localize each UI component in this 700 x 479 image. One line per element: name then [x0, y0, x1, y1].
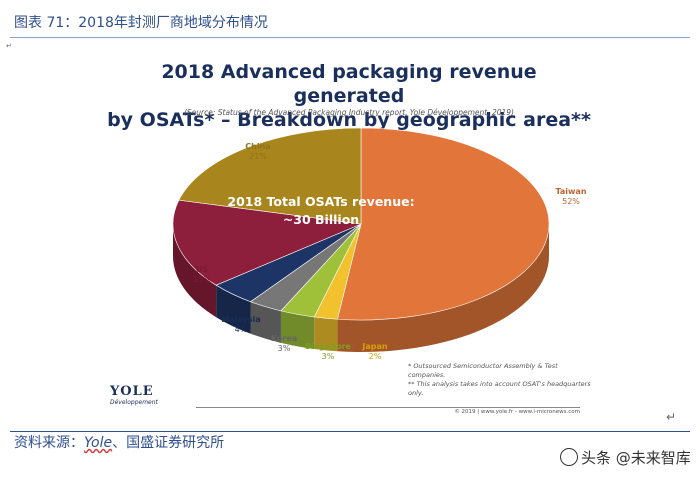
pie-slice-taiwan — [337, 127, 550, 321]
center-label-line2: ~30 Billion — [283, 212, 359, 227]
center-label-line1: 2018 Total OSATs revenue: — [227, 194, 414, 209]
pie-chart: Taiwan52%Japan2%Singapore3%Korea3%Malays… — [172, 127, 587, 361]
slide-footer-divider — [196, 407, 580, 408]
source-line: 资料来源：Yole、国盛证券研究所 — [14, 432, 224, 452]
source-rest: 、国盛证券研究所 — [112, 435, 225, 451]
pie-side-korea — [250, 301, 281, 343]
slice-value-singapore: 3% — [322, 352, 335, 361]
logo-name: YOLE — [110, 384, 154, 399]
slice-value-china: 21% — [249, 152, 267, 161]
chart-slide: 2018 Advanced packaging revenue generate… — [106, 44, 592, 420]
footnote-osat: * Outsourced Semiconductor Assembly & Te… — [408, 362, 558, 379]
paragraph-mark-2: ↵ — [666, 410, 677, 424]
slice-label-singapore: Singapore — [305, 342, 351, 351]
pie-side-taiwan — [337, 224, 549, 352]
pie-side-malaysia — [216, 285, 251, 334]
slice-value-us: 15% — [193, 275, 211, 284]
slice-label-malaysia: Malaysia — [221, 315, 260, 324]
chart-source-note: (Source: Status of the Advanced Packagin… — [184, 108, 514, 117]
slide-footer: © 2019 | www.yole.fr - www.i-micronews.c… — [454, 409, 580, 415]
chart-title-line1: 2018 Advanced packaging revenue generate… — [161, 61, 537, 107]
slice-value-japan: 2% — [369, 352, 382, 361]
slice-label-japan: Japan — [361, 342, 388, 351]
watermark-text: 头条 @未来智库 — [581, 449, 691, 467]
logo-sub: Développement — [110, 399, 158, 406]
slice-label-us: US — [196, 265, 208, 274]
source-divider — [10, 431, 690, 432]
caption-divider — [10, 37, 690, 38]
slice-value-korea: 3% — [278, 344, 291, 353]
slice-label-taiwan: Taiwan — [555, 187, 586, 196]
paragraph-mark: ↵ — [6, 42, 12, 50]
pie-side-japan — [314, 316, 338, 352]
figure-caption: 图表 71：2018年封测厂商地域分布情况 — [14, 15, 268, 31]
source-yole: Yole — [84, 435, 113, 451]
yole-logo: YOLE Développement — [110, 384, 158, 406]
watermark-icon — [560, 448, 578, 466]
slice-label-china: China — [245, 142, 270, 151]
pie-slice-china — [178, 127, 362, 225]
pie-side-singapore — [280, 310, 315, 349]
chart-title-line2: by OSATs* – Breakdown by geographic area… — [107, 109, 591, 131]
chart-footnotes: * Outsourced Semiconductor Assembly & Te… — [408, 362, 592, 398]
pie-slice-us — [172, 199, 363, 286]
watermark: 头条 @未来智库 — [556, 446, 695, 469]
chart-title: 2018 Advanced packaging revenue generate… — [106, 60, 592, 132]
slice-value-malaysia: 4% — [235, 325, 248, 334]
slice-label-korea: Korea — [271, 334, 297, 343]
pie-side-us — [173, 224, 217, 318]
slice-value-taiwan: 52% — [562, 197, 580, 206]
source-prefix: 资料来源： — [14, 435, 84, 451]
footnote-headquarters: ** This analysis takes into account OSAT… — [408, 380, 591, 397]
